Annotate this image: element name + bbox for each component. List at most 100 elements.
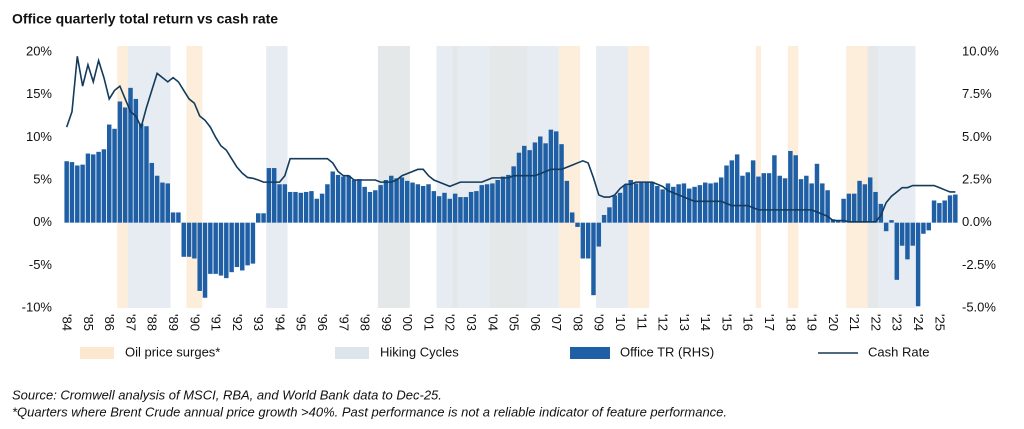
x-tick-label: '15 — [719, 314, 734, 331]
bar — [910, 222, 916, 246]
bar — [617, 192, 623, 223]
bar — [548, 129, 554, 223]
x-tick-label: '04 — [485, 314, 500, 331]
source-note: Source: Cromwell analysis of MSCI, RBA, … — [12, 387, 442, 402]
shaded-region — [377, 46, 410, 308]
bar — [569, 212, 575, 223]
bar — [287, 191, 293, 223]
bar — [708, 183, 713, 223]
bar — [788, 150, 793, 223]
y2-tick-label: -2.5% — [962, 257, 996, 272]
bar — [346, 175, 351, 223]
shaded-region — [867, 46, 916, 308]
bar — [506, 174, 511, 223]
bar — [64, 161, 69, 223]
bar — [740, 175, 745, 223]
bar — [575, 222, 580, 227]
x-tick-label: '96 — [315, 314, 330, 331]
bar — [931, 200, 937, 223]
bar — [85, 153, 91, 223]
legend-swatch — [335, 347, 369, 359]
legend-label: Oil price surges* — [125, 344, 220, 359]
bar — [282, 184, 288, 223]
bar — [436, 196, 442, 223]
x-tick-label: '21 — [847, 314, 862, 331]
y2-tick-label: 0.0% — [962, 214, 992, 229]
bar — [761, 173, 767, 223]
shaded-region — [117, 46, 128, 308]
x-tick-label: '90 — [187, 314, 202, 331]
y-tick-label: -10% — [22, 299, 53, 314]
bar — [702, 182, 708, 223]
bar — [713, 182, 719, 223]
bar — [240, 222, 245, 271]
bar — [266, 168, 272, 223]
bar — [442, 192, 447, 223]
bar — [660, 189, 665, 223]
bar — [564, 180, 570, 223]
legend-label: Office TR (RHS) — [620, 344, 714, 359]
bar — [335, 174, 341, 223]
bar — [543, 143, 548, 223]
bar — [383, 180, 389, 223]
bar — [277, 184, 282, 223]
x-tick-label: '87 — [123, 314, 138, 331]
bar — [612, 195, 618, 223]
y2-tick-label: 2.5% — [962, 171, 992, 186]
bar — [559, 144, 564, 223]
bar — [122, 107, 128, 223]
x-tick-label: '86 — [102, 314, 117, 331]
bar — [255, 213, 261, 223]
bar — [309, 191, 314, 223]
bar — [947, 195, 953, 223]
bar — [671, 186, 676, 223]
bar — [341, 176, 346, 223]
x-tick-label: '94 — [272, 314, 287, 331]
bar — [484, 184, 490, 223]
bar — [319, 193, 325, 223]
bar — [479, 185, 484, 223]
bar — [633, 183, 639, 223]
x-tick-label: '05 — [507, 314, 522, 331]
bar — [841, 198, 846, 223]
bar — [697, 185, 703, 223]
bar — [250, 222, 256, 264]
bar — [399, 177, 405, 223]
bar — [447, 198, 453, 223]
bar — [325, 184, 330, 223]
y2-tick-label: -5.0% — [962, 299, 996, 314]
bar — [208, 222, 213, 274]
bar — [846, 193, 852, 223]
legend-swatch — [570, 347, 610, 359]
x-tick-label: '11 — [634, 314, 649, 330]
bar — [149, 162, 155, 223]
bar — [176, 212, 181, 223]
x-tick-label: '25 — [932, 314, 947, 331]
x-tick-label: '10 — [613, 314, 628, 331]
bar — [69, 162, 75, 223]
bar — [804, 175, 809, 223]
bar — [415, 184, 421, 223]
bar — [522, 145, 527, 223]
bar — [452, 193, 458, 223]
bar — [181, 222, 186, 257]
bar — [463, 197, 469, 223]
bar — [357, 179, 362, 223]
shaded-region — [787, 46, 799, 308]
bar — [601, 214, 607, 223]
bar — [718, 177, 724, 223]
bar — [218, 222, 224, 276]
x-tick-label: '07 — [549, 314, 564, 331]
x-tick-label: '23 — [890, 314, 905, 331]
x-tick-label: '19 — [805, 314, 820, 331]
bar — [649, 181, 655, 223]
bar — [894, 222, 900, 280]
y-tick-label: 10% — [26, 129, 52, 144]
bar — [410, 182, 415, 223]
x-tick-label: '95 — [294, 314, 309, 331]
bar — [500, 176, 506, 223]
bar — [921, 222, 926, 234]
y2-tick-label: 7.5% — [962, 86, 992, 101]
bar — [261, 213, 266, 223]
x-tick-label: '14 — [698, 314, 713, 331]
